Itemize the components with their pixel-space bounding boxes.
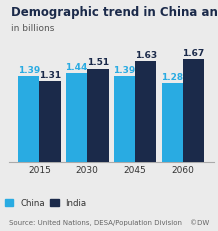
Bar — [135, 61, 157, 162]
Bar — [114, 76, 135, 162]
Text: 1.39: 1.39 — [18, 66, 40, 75]
Text: 1.39: 1.39 — [113, 66, 136, 75]
Bar — [162, 83, 183, 162]
Bar — [87, 69, 109, 162]
Legend: China, India: China, India — [5, 199, 87, 208]
Text: 1.67: 1.67 — [182, 49, 205, 58]
Text: Source: United Nations, DESA/Population Division: Source: United Nations, DESA/Population … — [9, 220, 182, 226]
Bar — [39, 81, 61, 162]
Text: 1.44: 1.44 — [65, 63, 88, 72]
Text: 1.63: 1.63 — [135, 51, 157, 60]
Bar — [183, 59, 204, 162]
Text: 1.51: 1.51 — [87, 58, 109, 67]
Text: Demographic trend in China and India: Demographic trend in China and India — [11, 6, 218, 19]
Text: ©DW: ©DW — [190, 220, 209, 226]
Text: in billions: in billions — [11, 24, 54, 33]
Text: 1.31: 1.31 — [39, 71, 61, 80]
Text: 1.28: 1.28 — [161, 73, 183, 82]
Bar — [18, 76, 39, 162]
Bar — [66, 73, 87, 162]
